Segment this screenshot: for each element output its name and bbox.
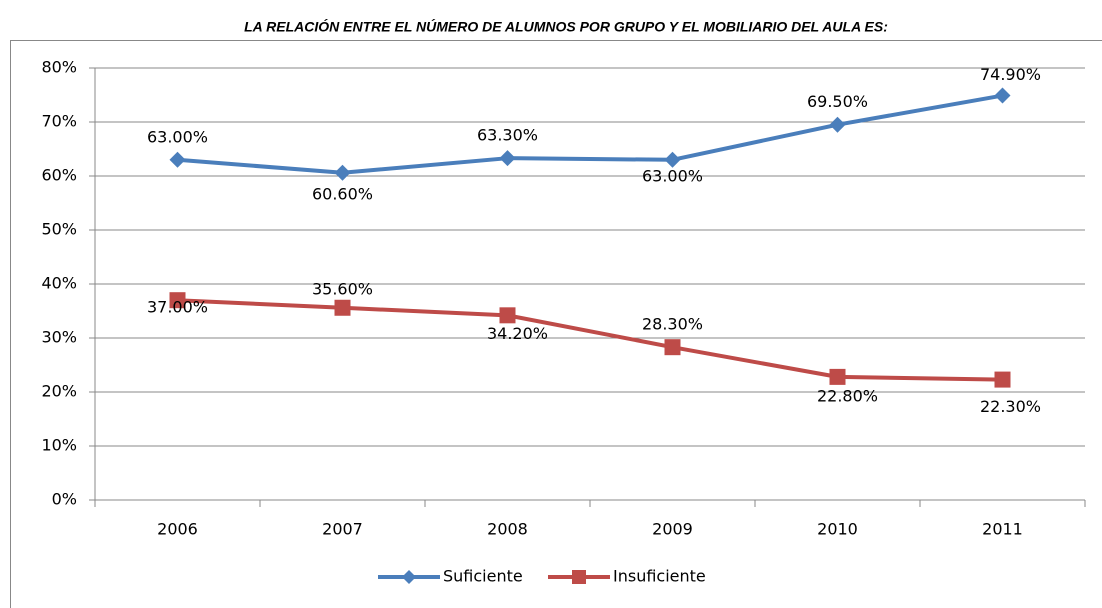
data-label: 22.80%: [817, 386, 878, 405]
y-tick-label: 40%: [41, 274, 77, 293]
x-tick-label: 2009: [652, 520, 693, 539]
y-tick-label: 20%: [41, 382, 77, 401]
marker: [994, 87, 1011, 104]
y-tick-label: 10%: [41, 436, 77, 455]
legend-label: Suficiente: [443, 567, 523, 586]
marker: [169, 292, 186, 309]
data-label: 63.30%: [477, 126, 538, 145]
x-tick-label: 2006: [157, 520, 198, 539]
data-label: 69.50%: [807, 92, 868, 111]
data-label: 28.30%: [642, 315, 703, 334]
chart-title: LA RELACIÓN ENTRE EL NÚMERO DE ALUMNOS P…: [244, 18, 888, 35]
x-tick-label: 2008: [487, 520, 528, 539]
y-tick-label: 80%: [41, 58, 77, 77]
marker: [664, 151, 681, 168]
marker: [829, 368, 846, 385]
legend-marker: [402, 570, 416, 584]
marker: [334, 164, 351, 181]
data-label: 63.00%: [147, 127, 208, 146]
y-tick-label: 50%: [41, 220, 77, 239]
y-tick-label: 60%: [41, 166, 77, 185]
marker: [664, 339, 681, 356]
data-label: 37.00%: [147, 298, 208, 317]
series-line: [177, 298, 1003, 382]
legend-marker: [572, 570, 586, 584]
y-tick-label: 0%: [52, 490, 77, 509]
data-label: 74.90%: [980, 65, 1041, 84]
y-tick-label: 30%: [41, 328, 77, 347]
x-tick-label: 2007: [322, 520, 363, 539]
marker: [829, 116, 846, 133]
data-label: 35.60%: [312, 279, 373, 298]
x-tick-label: 2011: [982, 520, 1023, 539]
data-label: 34.20%: [487, 324, 548, 343]
marker: [334, 299, 351, 316]
x-tick-label: 2010: [817, 520, 858, 539]
marker: [169, 151, 186, 168]
y-tick-label: 70%: [41, 112, 77, 131]
legend-label: Insuficiente: [613, 567, 706, 586]
series-line: [177, 93, 1003, 175]
marker: [994, 371, 1011, 388]
marker: [499, 307, 516, 324]
marker: [499, 150, 516, 167]
data-label: 22.30%: [980, 397, 1041, 416]
data-label: 60.60%: [312, 184, 373, 203]
data-label: 63.00%: [642, 166, 703, 185]
